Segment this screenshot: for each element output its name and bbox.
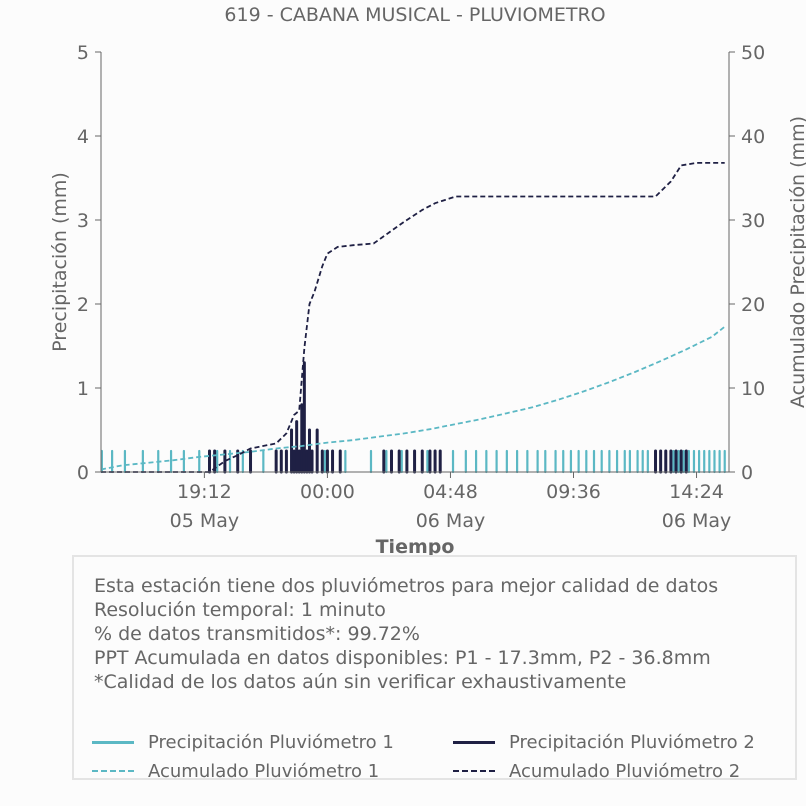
x-tick-label: 09:36 [546, 481, 601, 503]
line-acumulado-pluviometro-1 [100, 325, 726, 471]
legend-item-precip-p1: Precipitación Pluviómetro 1 [92, 730, 394, 754]
y2-tick-label: 30 [741, 210, 765, 232]
chart-canvas: 619 - CABANA MUSICAL - PLUVIOMETRO Preci… [49, 4, 806, 558]
line-acumulado-pluviometro-2 [101, 162, 725, 473]
y2-axis-title: Acumulado Precipitación (mm) [787, 116, 806, 408]
plot-area [100, 162, 726, 474]
legend-item-precip-p2: Precipitación Pluviómetro 2 [453, 730, 755, 754]
legend-swatch-solid-p2 [453, 740, 495, 744]
y2-tick-label: 10 [741, 378, 765, 400]
legend-label: Acumulado Pluviómetro 1 [148, 760, 380, 782]
info-line-4: PPT Acumulada en datos disponibles: P1 -… [94, 647, 711, 669]
y-tick-label: 2 [77, 294, 89, 316]
legend-label: Precipitación Pluviómetro 2 [509, 731, 755, 753]
y-tick-label: 5 [77, 42, 89, 64]
x-axis-title: Tiempo [376, 536, 455, 558]
legend-label: Precipitación Pluviómetro 1 [148, 731, 394, 753]
legend-swatch-dashed-p2 [453, 770, 495, 772]
legend-label: Acumulado Pluviómetro 2 [509, 760, 741, 782]
y-tick-label: 1 [77, 378, 89, 400]
legend-item-acum-p2: Acumulado Pluviómetro 2 [453, 759, 740, 783]
legend-item-acum-p1: Acumulado Pluviómetro 1 [92, 759, 379, 783]
y2-tick-label: 40 [741, 126, 765, 148]
info-line-2: Resolución temporal: 1 minuto [94, 599, 386, 621]
x-tick-label: 00:00 [300, 481, 355, 503]
chart-title: 619 - CABANA MUSICAL - PLUVIOMETRO [224, 4, 605, 26]
info-line-1: Esta estación tiene dos pluviómetros par… [94, 575, 719, 597]
x-tick-date-label: 06 May [416, 510, 486, 532]
x-tick-label: 19:12 [177, 481, 232, 503]
info-line-5: *Calidad de los datos aún sin verificar … [94, 671, 627, 693]
y2-tick-label: 50 [741, 42, 765, 64]
y-tick-label: 4 [77, 126, 89, 148]
y2-tick-label: 20 [741, 294, 765, 316]
x-tick-label: 04:48 [423, 481, 478, 503]
info-line-3: % de datos transmitidos*: 99.72% [94, 623, 420, 645]
info-legend-box: Esta estación tiene dos pluviómetros par… [72, 555, 797, 783]
x-tick-date-label: 06 May [662, 510, 732, 532]
legend-swatch-dashed-p1 [92, 770, 134, 772]
y-axis-title: Precipitación (mm) [49, 172, 71, 352]
legend-swatch-solid-p1 [92, 740, 134, 744]
y-tick-label: 3 [77, 210, 89, 232]
x-tick-label: 14:24 [669, 481, 724, 503]
x-tick-date-label: 05 May [170, 510, 240, 532]
y2-tick-label: 0 [741, 462, 753, 484]
y-tick-label: 0 [77, 462, 89, 484]
